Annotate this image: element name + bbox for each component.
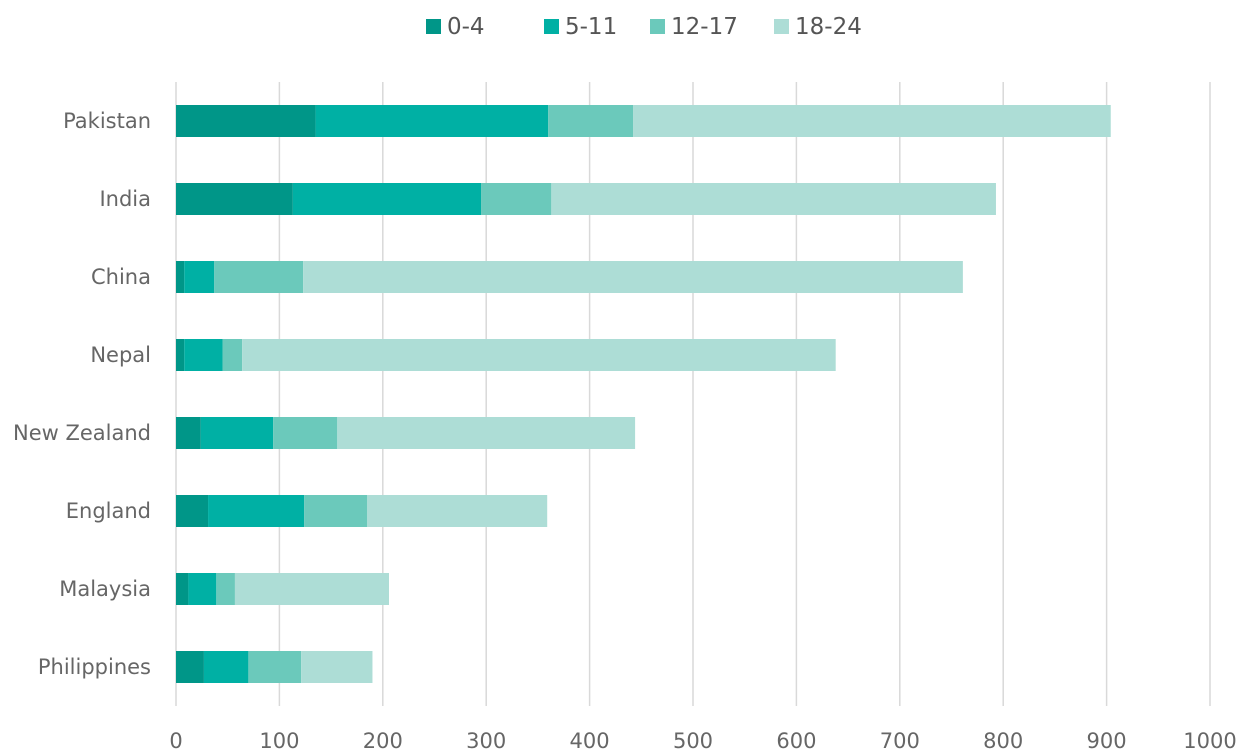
legend: 0-4 5-11 12-17 18-24 [426,14,862,40]
legend-swatch [650,19,665,34]
bar-segment [551,183,996,215]
bar-segment [176,651,204,683]
legend-swatch [774,19,789,34]
bar-segment [292,183,482,215]
bar-segment [301,651,373,683]
bar-segment [176,495,209,527]
bar-segment [303,261,963,293]
x-tick-label: 1000 [1183,729,1236,751]
x-tick-label: 400 [570,729,610,751]
bar-segment [200,417,274,449]
category-label: Malaysia [59,577,151,601]
legend-label: 0-4 [447,14,485,40]
bar-segment [548,105,634,137]
bar-segment [176,183,293,215]
x-tick-label: 900 [1087,729,1127,751]
x-tick-labels: 0 100 200 300 400 500 600 700 800 900 1000 [169,729,1236,751]
gridlines [175,82,1211,706]
legend-swatch [426,19,441,34]
bar-segment [176,105,316,137]
bar-segment [188,573,217,605]
bar-segment [273,417,338,449]
bar-segment [367,495,548,527]
bar-segment [633,105,1111,137]
x-tick-label: 0 [169,729,182,751]
legend-label: 12-17 [671,14,738,40]
category-label: China [91,265,151,289]
bar-segment [184,339,223,371]
bar-segment [248,651,302,683]
bar-segment [315,105,549,137]
x-tick-label: 600 [776,729,816,751]
category-label: Philippines [38,655,151,679]
legend-label: 5-11 [565,14,617,40]
x-tick-label: 500 [673,729,713,751]
category-label: Pakistan [63,109,151,133]
bars [176,105,1111,683]
category-label: Nepal [90,343,151,367]
bar-segment [176,573,189,605]
bar-segment [481,183,552,215]
bar-segment [234,573,390,605]
category-label: India [99,187,151,211]
bar-segment [222,339,243,371]
bar-segment [184,261,215,293]
bar-segment [203,651,249,683]
category-label: England [66,499,151,523]
legend-label: 18-24 [795,14,862,40]
bar-segment [176,417,201,449]
bar-segment [304,495,368,527]
x-tick-label: 200 [363,729,403,751]
bar-segment [216,573,235,605]
x-tick-label: 800 [983,729,1023,751]
legend-swatch [544,19,559,34]
category-label: New Zealand [13,421,151,445]
x-tick-label: 100 [259,729,299,751]
bar-segment [242,339,836,371]
category-labels: Pakistan India China Nepal New Zealand Englan… [13,109,151,679]
x-tick-label: 300 [466,729,506,751]
bar-segment [176,339,185,371]
bar-segment [214,261,304,293]
bar-segment [208,495,305,527]
bar-segment [337,417,636,449]
x-tick-label: 700 [880,729,920,751]
bar-segment [176,261,185,293]
